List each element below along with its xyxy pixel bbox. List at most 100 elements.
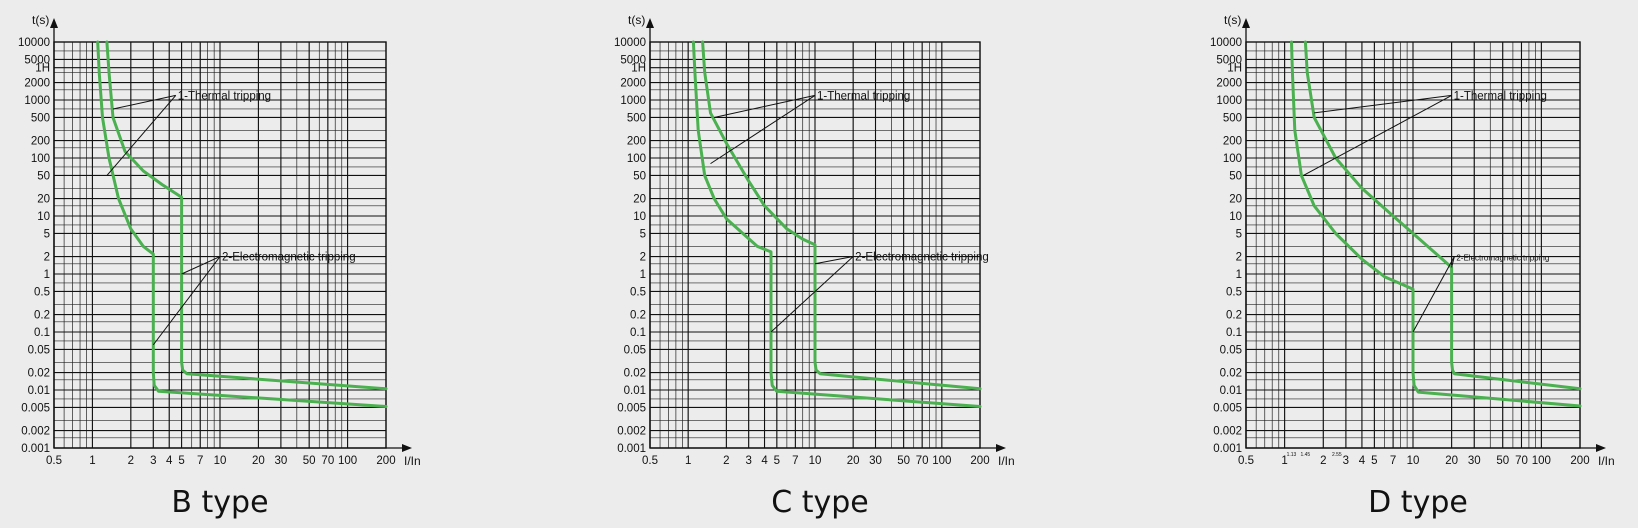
- y-tick-label: 0.01: [1220, 385, 1242, 397]
- y-tick-label: 0.001: [617, 443, 646, 455]
- annotation-leader-line: [710, 94, 816, 165]
- y-tick-label: 2: [1236, 252, 1242, 264]
- x-tick-label: 200: [376, 455, 395, 467]
- y-tick-label: 0.001: [21, 443, 50, 455]
- y-tick-label: 0.005: [21, 402, 50, 414]
- y-tick-label: 1H: [631, 63, 646, 75]
- x-tick-label: 3: [745, 455, 751, 467]
- x-tick-label: 4: [166, 455, 173, 467]
- annotation-electromagnetic-tripping: 2-Electromagnetic tripping: [222, 252, 356, 264]
- y-tick-label: 5000: [620, 54, 646, 66]
- y-tick-label: 1H: [1227, 63, 1242, 75]
- y-tick-label: 10: [1229, 211, 1242, 223]
- y-tick-label: 5: [640, 228, 646, 240]
- trip-curve-upper: [701, 40, 982, 391]
- y-tick-label: 200: [627, 136, 646, 148]
- x-tick-label: 2: [128, 455, 134, 467]
- y-tick-label: 0.002: [1213, 426, 1242, 438]
- x-tick-label: 7: [1390, 455, 1396, 467]
- y-tick-label: 100: [31, 153, 50, 165]
- y-tick-label: 0.001: [1213, 443, 1242, 455]
- x-tick-label: 50: [897, 455, 910, 467]
- x-tick-label: 100: [338, 455, 357, 467]
- x-tick-label: 4: [1359, 455, 1366, 467]
- x-tick-label: 70: [916, 455, 929, 467]
- x-tick-label: 7: [197, 455, 203, 467]
- y-tick-label: 0.2: [34, 310, 50, 322]
- trip-curve-lower: [96, 40, 388, 408]
- y-tick-label: 2000: [620, 78, 646, 90]
- x-tick-label: 100: [932, 455, 951, 467]
- y-tick-label: 0.02: [28, 368, 50, 380]
- y-tick-label: 50: [37, 170, 50, 182]
- x-tick-label: 200: [970, 455, 989, 467]
- y-tick-label: 20: [1229, 194, 1242, 206]
- annotation-leader-line: [713, 94, 816, 118]
- y-tick-label: 0.1: [34, 327, 50, 339]
- annotation-thermal-tripping: 1-Thermal tripping: [1454, 90, 1547, 102]
- y-tick-label: 10: [37, 211, 50, 223]
- y-axis-arrow: [50, 18, 58, 28]
- annotation-electromagnetic-tripping: 2-Electromagnetic tripping: [1456, 254, 1549, 263]
- y-axis-label: t(s): [628, 13, 645, 27]
- annotation-leader-line: [814, 256, 854, 265]
- y-axis-arrow: [646, 18, 654, 28]
- y-tick-label: 50: [633, 170, 646, 182]
- x-tick-label: 4: [761, 455, 768, 467]
- y-tick-label: 0.5: [1226, 286, 1242, 298]
- y-tick-label: 200: [31, 136, 50, 148]
- chart-title: C type: [771, 485, 869, 520]
- y-tick-label: 0.05: [624, 344, 646, 356]
- y-tick-label: 200: [1223, 136, 1242, 148]
- annotation-thermal-tripping: 1-Thermal tripping: [178, 90, 271, 102]
- y-tick-label: 500: [31, 112, 50, 124]
- x-tick-label: 0.5: [642, 455, 658, 467]
- y-tick-label: 10000: [1210, 37, 1242, 49]
- x-tick-label: 2: [1320, 455, 1326, 467]
- x-tick-label: 3: [150, 455, 156, 467]
- y-tick-label: 0.2: [1226, 310, 1242, 322]
- y-tick-label: 5000: [24, 54, 50, 66]
- y-tick-label: 0.02: [624, 368, 646, 380]
- trip-curve-upper: [1303, 40, 1582, 391]
- y-tick-label: 1: [44, 269, 50, 281]
- x-tick-label: 3: [1343, 455, 1349, 467]
- chart-title: D type: [1368, 485, 1468, 520]
- y-tick-label: 0.02: [1220, 368, 1242, 380]
- y-tick-label: 1: [1236, 269, 1242, 281]
- x-axis-arrow: [996, 444, 1006, 452]
- annotation-leader-line: [152, 256, 221, 346]
- y-tick-label: 5: [44, 228, 50, 240]
- y-tick-label: 5000: [1216, 54, 1242, 66]
- x-axis-arrow: [1596, 444, 1606, 452]
- x-tick-label: 30: [1468, 455, 1481, 467]
- x-tick-label: 10: [214, 455, 227, 467]
- y-tick-label: 10000: [18, 37, 50, 49]
- x-tick-label: 70: [1515, 455, 1528, 467]
- x-minor-tick-label: 1.13: [1287, 452, 1297, 458]
- x-tick-label: 2: [723, 455, 729, 467]
- y-tick-label: 20: [37, 194, 50, 206]
- y-tick-label: 100: [1223, 153, 1242, 165]
- annotation-leader-line: [181, 256, 221, 275]
- x-tick-label: 0.5: [1238, 455, 1254, 467]
- y-tick-label: 10: [633, 211, 646, 223]
- y-tick-label: 0.002: [617, 426, 646, 438]
- y-tick-label: 500: [1223, 112, 1242, 124]
- annotation-leader-line: [106, 95, 177, 176]
- x-tick-label: 0.5: [46, 455, 62, 467]
- x-tick-label: 20: [1445, 455, 1458, 467]
- x-minor-tick-label: 1.45: [1300, 452, 1310, 458]
- x-tick-label: 200: [1570, 455, 1589, 467]
- x-tick-label: 100: [1532, 455, 1551, 467]
- y-tick-label: 1000: [1216, 95, 1242, 107]
- x-tick-label: 1: [89, 455, 95, 467]
- trip-curve-lower: [691, 40, 982, 408]
- x-tick-label: 20: [252, 455, 265, 467]
- y-tick-label: 1000: [24, 95, 50, 107]
- y-tick-label: 50: [1229, 170, 1242, 182]
- y-tick-label: 0.05: [1220, 344, 1242, 356]
- x-tick-label: 5: [774, 455, 780, 467]
